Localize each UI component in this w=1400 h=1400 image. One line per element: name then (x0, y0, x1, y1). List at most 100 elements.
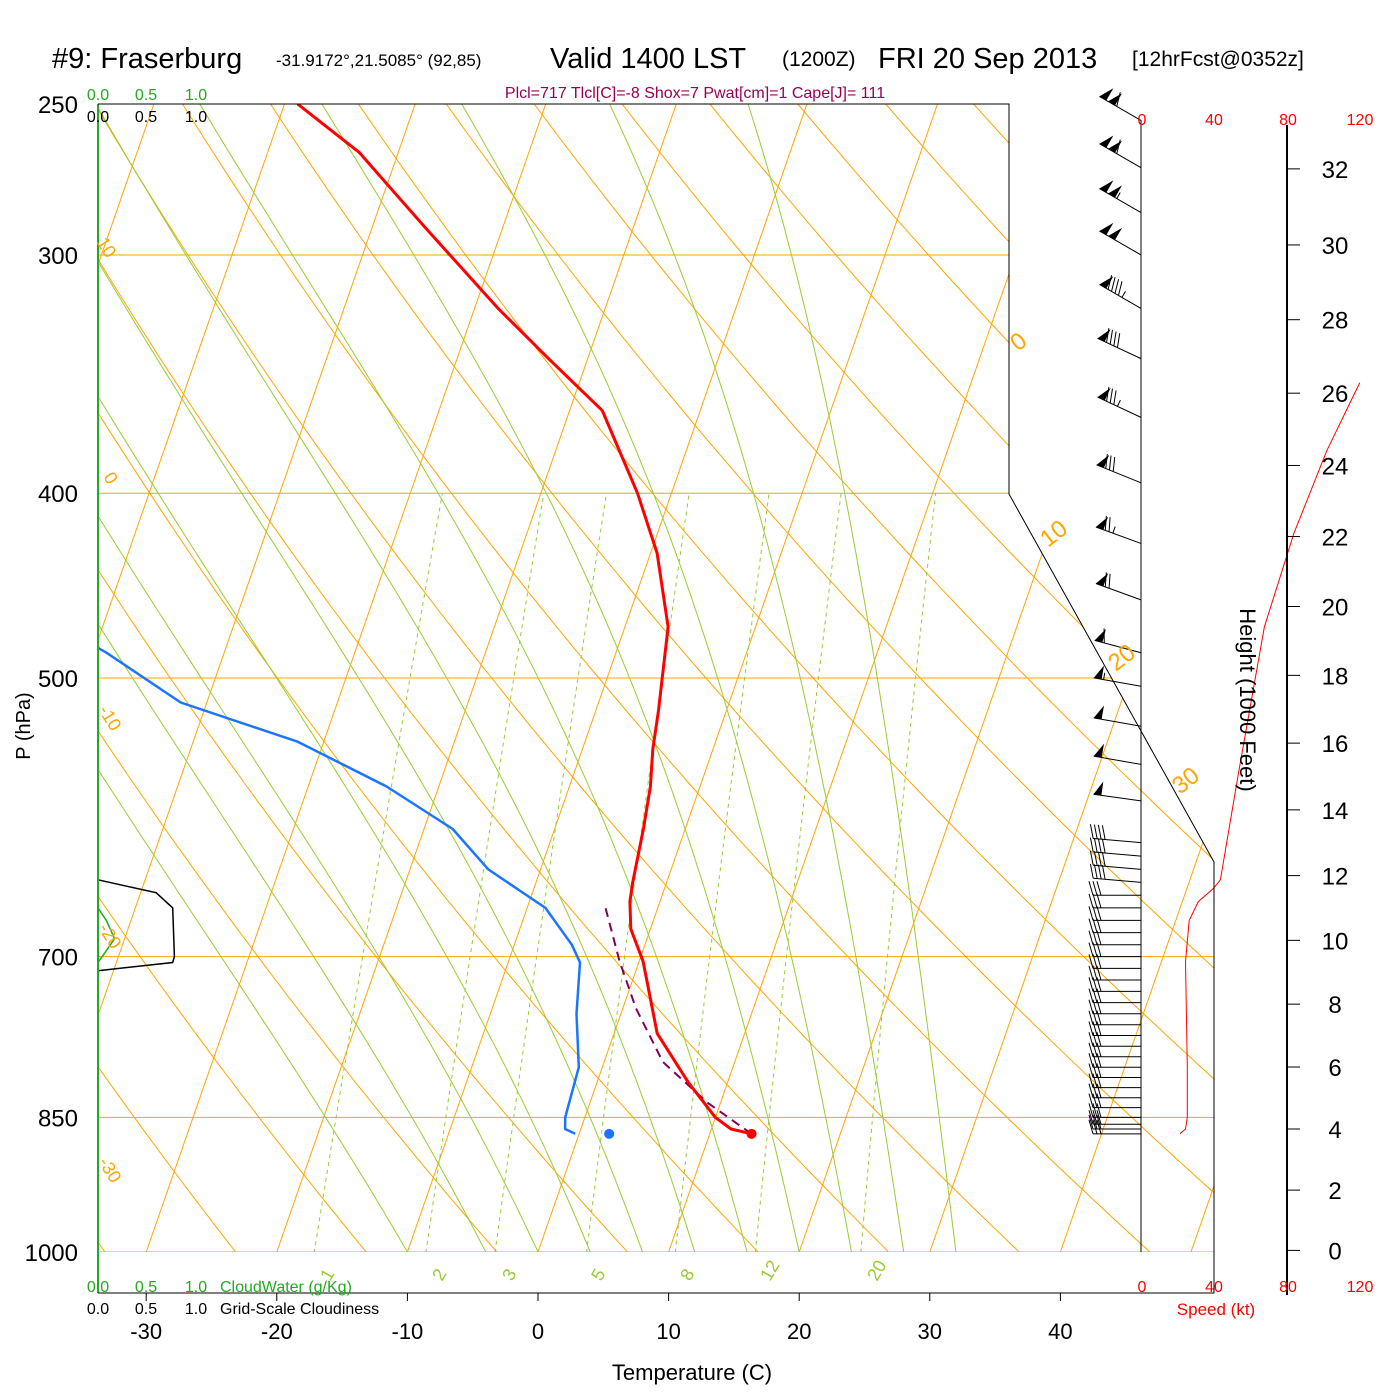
zulu-time: (1200Z) (782, 48, 856, 71)
cloudiness-tick-bottom: 0.0 (87, 1301, 109, 1318)
pressure-tick-label: 500 (38, 666, 78, 693)
chart-text: -30 -20 -10 0 10 20 30 402503004005007008501000… (13, 43, 1373, 1385)
dry-adiabat-line (98, 104, 1063, 1252)
isotherm-line (276, 104, 677, 1252)
wind-barb (1089, 837, 1142, 857)
mixing-ratio-label: 3 (498, 1265, 520, 1284)
x-tick-label: 20 (787, 1319, 811, 1344)
isotherm-line (668, 104, 1069, 1252)
wind-barb (1099, 275, 1142, 309)
dry-adiabat-line (98, 104, 268, 1252)
height-tick-label: 0 (1328, 1238, 1341, 1265)
dry-adiabat-line (248, 104, 1214, 1252)
isotherm-line (1059, 104, 1214, 1252)
isotherm-label: -20 (95, 920, 126, 953)
cloud-water-tick-top: 1.0 (185, 87, 207, 104)
speed-tick-bottom: 0 (1138, 1279, 1147, 1296)
wind-barb (1089, 850, 1142, 870)
dry-adiabat-line (421, 104, 1214, 1252)
cloudiness-tick-top: 1.0 (185, 109, 207, 126)
x-axis-title: Temperature (C) (612, 1360, 772, 1385)
speed-tick-bottom: 120 (1347, 1279, 1374, 1296)
plot-border (98, 103, 1215, 1294)
wind-barb (1093, 743, 1142, 765)
speed-tick-top: 80 (1279, 112, 1297, 129)
wind-barb (1088, 893, 1141, 909)
dry-adiabat-line (161, 104, 1195, 1252)
isotherm-line (1190, 104, 1214, 1252)
station-coords: -31.9172°,21.5085° (92,85) (276, 51, 481, 70)
moist-adiabat-line (98, 104, 408, 1252)
wind-barb (1093, 781, 1142, 802)
background-lines (98, 70, 1400, 1292)
dry-adiabat-line (98, 104, 401, 1252)
height-tick-label: 10 (1322, 928, 1349, 955)
mixing-ratio-line (419, 493, 545, 1252)
isotherm-label: 30 (1167, 762, 1205, 800)
wind-panel (1088, 88, 1361, 1135)
cloud-water-tick-bottom: 0.0 (87, 1279, 109, 1296)
cloud-water-tick-bottom: 1.0 (185, 1279, 207, 1296)
height-tick-label: 12 (1322, 864, 1349, 891)
mixing-ratio-line (750, 493, 842, 1252)
wind-barb (1099, 180, 1142, 213)
x-tick-label: -30 (130, 1319, 162, 1344)
dry-adiabat-line (98, 104, 798, 1252)
mixing-ratio-line (489, 493, 607, 1252)
pressure-tick-label: 700 (38, 945, 78, 972)
mixing-ratio-label: 5 (587, 1265, 609, 1284)
height-tick-label: 2 (1328, 1178, 1341, 1205)
wind-barb (1099, 222, 1142, 256)
moist-adiabat-line (461, 104, 852, 1252)
wind-barb (1088, 999, 1141, 1015)
wind-barb (1095, 572, 1142, 601)
pressure-tick-label: 1000 (25, 1240, 78, 1267)
surface-dewpoint-dot (604, 1128, 615, 1139)
cloudiness-title: Grid-Scale Cloudiness (220, 1301, 379, 1318)
cloudiness-tick-top: 0.5 (135, 109, 157, 126)
moist-adiabat-line (98, 104, 696, 1252)
wind-barb (1088, 1093, 1141, 1109)
x-tick-label: 10 (656, 1319, 680, 1344)
isotherm-label: -10 (95, 702, 126, 735)
mixing-ratio-label: 8 (676, 1265, 698, 1284)
height-tick-label: 18 (1322, 663, 1349, 690)
isotherm-label: 0 (100, 469, 122, 488)
wind-barb (1088, 881, 1141, 896)
cloud-water-profile (97, 907, 116, 963)
x-tick-label: -20 (261, 1319, 293, 1344)
x-tick-label: 40 (1048, 1319, 1072, 1344)
temperature-curve (296, 104, 752, 1136)
stability-indices: Plcl=717 Tlcl[C]=-8 Shox=7 Pwat[cm]=1 Ca… (505, 85, 885, 102)
wind-barb (1099, 135, 1142, 169)
wind-barb (1088, 1021, 1141, 1037)
wind-barb (1089, 824, 1142, 844)
cloudiness-profile (97, 879, 176, 972)
parcel-curve (604, 907, 753, 1135)
mixing-ratio-label: 20 (863, 1257, 890, 1284)
wind-barb (1088, 918, 1141, 934)
height-tick-label: 4 (1328, 1117, 1341, 1144)
dry-adiabat-line (595, 104, 1214, 1252)
wind-barb (1088, 1073, 1141, 1089)
height-tick-label: 32 (1322, 157, 1349, 184)
isotherm-label: 10 (93, 234, 121, 262)
dewpoint-curve (98, 104, 582, 1135)
dry-adiabat-line (98, 104, 533, 1252)
pressure-tick-label: 300 (38, 243, 78, 270)
height-tick-label: 22 (1322, 525, 1349, 552)
mixing-ratio-line (581, 493, 690, 1252)
height-axis-title: Height (1000 Feet) (1235, 608, 1260, 791)
cloudiness-tick-top: 0.0 (87, 109, 109, 126)
cloudiness-tick-bottom: 1.0 (185, 1301, 207, 1318)
y-axis-title: P (hPa) (13, 692, 35, 759)
height-tick-label: 30 (1322, 233, 1349, 260)
wind-barb (1096, 454, 1142, 484)
dry-adiabat-line (1378, 70, 1400, 1292)
isotherm-label: -30 (95, 1154, 126, 1187)
dry-adiabat-line (682, 104, 1214, 1252)
moist-adiabat-line (98, 104, 487, 1252)
wind-barb (1095, 515, 1142, 544)
x-tick-label: 30 (918, 1319, 942, 1344)
forecast-info: [12hrFcst@0352z] (1132, 48, 1304, 71)
